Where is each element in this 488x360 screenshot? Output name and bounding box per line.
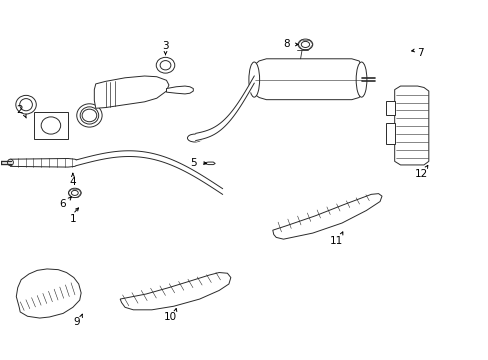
Ellipse shape	[68, 188, 81, 198]
Ellipse shape	[298, 39, 312, 50]
Ellipse shape	[248, 62, 259, 97]
Polygon shape	[16, 269, 81, 318]
Polygon shape	[254, 59, 361, 100]
Text: 3: 3	[162, 41, 168, 50]
Polygon shape	[166, 86, 193, 94]
Ellipse shape	[20, 99, 32, 111]
Ellipse shape	[355, 62, 366, 97]
Polygon shape	[394, 86, 428, 165]
Text: 7: 7	[416, 48, 423, 58]
Text: 6: 6	[59, 199, 65, 209]
Ellipse shape	[71, 190, 78, 195]
Polygon shape	[10, 158, 78, 167]
Ellipse shape	[156, 57, 174, 73]
Text: 11: 11	[329, 236, 342, 246]
Polygon shape	[120, 273, 230, 310]
Polygon shape	[34, 112, 68, 139]
Text: 1: 1	[69, 215, 76, 224]
Ellipse shape	[187, 134, 202, 142]
Text: 12: 12	[413, 168, 427, 179]
Ellipse shape	[301, 41, 309, 48]
Polygon shape	[385, 123, 394, 144]
Ellipse shape	[82, 109, 97, 122]
Ellipse shape	[7, 159, 13, 166]
Text: 9: 9	[73, 317, 80, 327]
Polygon shape	[385, 101, 394, 116]
Text: 8: 8	[283, 40, 289, 49]
Text: 2: 2	[16, 105, 22, 115]
Text: 10: 10	[163, 312, 176, 322]
Ellipse shape	[160, 60, 170, 70]
Polygon shape	[272, 194, 381, 239]
Polygon shape	[94, 76, 168, 108]
Text: 4: 4	[69, 177, 76, 187]
Ellipse shape	[80, 107, 99, 124]
Ellipse shape	[41, 117, 61, 134]
Ellipse shape	[16, 95, 36, 114]
Text: 5: 5	[190, 158, 196, 168]
Polygon shape	[204, 162, 215, 165]
Ellipse shape	[77, 104, 102, 127]
